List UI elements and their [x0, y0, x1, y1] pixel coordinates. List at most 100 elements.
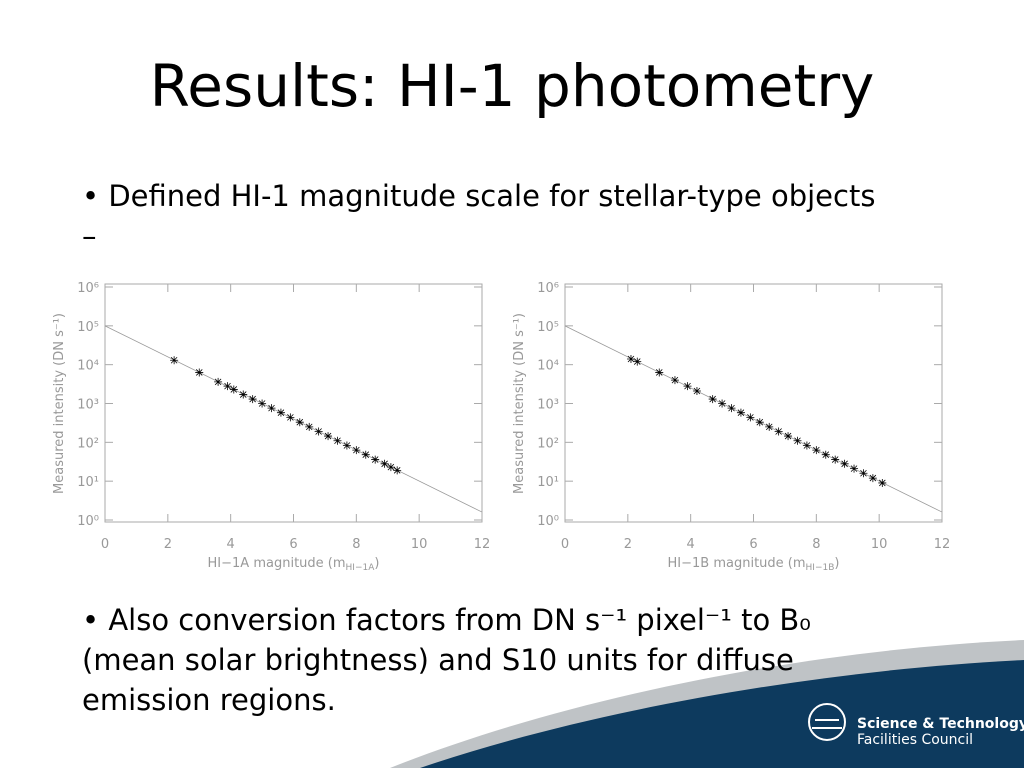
x-tick-label: 10	[871, 537, 888, 552]
plot-frame	[564, 283, 943, 523]
point	[314, 427, 323, 436]
x-tick-label: 6	[749, 537, 757, 552]
x-axis-label: HI−1B magnitude (mHI−1B)	[668, 556, 840, 573]
y-tick-label: 10⁰	[537, 514, 559, 529]
x-axis-label-sub: HI−1A	[346, 563, 376, 573]
point	[784, 432, 793, 441]
x-tick-label: 8	[352, 537, 360, 552]
x-tick-label: 6	[289, 537, 297, 552]
x-axis-label-sub: HI−1B	[806, 563, 835, 573]
point	[683, 382, 692, 391]
x-tick-label: 12	[934, 537, 951, 552]
point	[670, 376, 679, 385]
point	[692, 386, 701, 395]
x-tick-label: 2	[164, 537, 172, 552]
x-axis-label-text: HI−1A magnitude (m	[208, 556, 346, 571]
y-tick-label: 10⁰	[77, 514, 99, 529]
point	[276, 408, 285, 417]
point	[812, 446, 821, 455]
logo-text: Facilities Council	[857, 732, 973, 748]
y-axis-label: Measured intensity (DN s⁻¹)	[512, 313, 527, 494]
x-axis-label-end: )	[374, 556, 379, 571]
point	[850, 464, 859, 473]
y-tick-label: 10²	[77, 436, 99, 451]
point	[736, 408, 745, 417]
y-tick-label: 10⁴	[537, 359, 559, 374]
y-tick-label: 10⁵	[537, 320, 559, 335]
y-tick-label: 10³	[537, 398, 559, 413]
x-tick-label: 12	[474, 537, 491, 552]
point	[765, 422, 774, 431]
logo-text: Science & Technology	[857, 716, 1024, 732]
point	[229, 385, 238, 394]
point	[840, 459, 849, 468]
point	[380, 459, 389, 468]
point	[727, 404, 736, 413]
fit-line	[104, 325, 483, 513]
y-tick-label: 10¹	[77, 475, 99, 490]
point	[295, 418, 304, 427]
point	[755, 418, 764, 427]
x-tick-label: 0	[561, 537, 569, 552]
point	[286, 413, 295, 422]
point	[239, 390, 248, 399]
logo-icon	[808, 703, 846, 741]
point	[393, 466, 402, 475]
point	[802, 441, 811, 450]
x-tick-label: 10	[411, 537, 428, 552]
point	[859, 469, 868, 478]
bullet: • Defined HI-1 magnitude scale for stell…	[82, 179, 876, 253]
x-tick-label: 4	[687, 537, 695, 552]
x-axis-label-text: HI−1B magnitude (m	[668, 556, 806, 571]
bullet: • Also conversion factors from DN s⁻¹ pi…	[82, 603, 811, 717]
x-tick-label: 0	[101, 537, 109, 552]
charts: 0 2 4 6 8 10 12 10⁰ 10¹ 10² 10³ 10⁴ 10⁵ 10⁶ Measured i…	[52, 281, 951, 573]
point	[793, 436, 802, 445]
point	[746, 413, 755, 422]
y-tick-label: 10³	[77, 398, 99, 413]
point	[214, 377, 223, 386]
point	[342, 441, 351, 450]
point	[878, 478, 887, 487]
point	[258, 399, 267, 408]
y-axis-label: Measured intensity (DN s⁻¹)	[52, 313, 67, 494]
y-tick-label: 10¹	[537, 475, 559, 490]
point	[371, 455, 380, 464]
y-tick-label: 10⁶	[77, 281, 99, 296]
point	[352, 446, 361, 455]
y-tick-label: 10⁵	[77, 320, 99, 335]
point	[386, 463, 395, 472]
point	[324, 432, 333, 441]
y-tick-label: 10⁴	[77, 359, 99, 374]
point	[774, 427, 783, 436]
point	[170, 356, 179, 365]
point	[708, 395, 717, 404]
point	[626, 354, 635, 363]
y-tick-label: 10⁶	[537, 281, 559, 296]
point	[868, 474, 877, 483]
point	[267, 404, 276, 413]
logo-icon-lines	[812, 719, 842, 729]
x-axis-label-end: )	[834, 556, 839, 571]
point	[333, 436, 342, 445]
fit-line	[564, 325, 943, 513]
y-tick-label: 10²	[537, 436, 559, 451]
point	[718, 399, 727, 408]
point	[831, 455, 840, 464]
point	[361, 450, 370, 459]
slide-title: Results: HI-1 photometry	[149, 52, 875, 120]
point	[821, 450, 830, 459]
point	[633, 357, 642, 366]
x-tick-label: 8	[812, 537, 820, 552]
point	[248, 395, 257, 404]
swoosh-navy	[420, 660, 1024, 768]
x-axis-label: HI−1A magnitude (mHI−1A)	[208, 556, 380, 573]
point	[305, 422, 314, 431]
x-tick-label: 2	[624, 537, 632, 552]
plot-frame	[104, 283, 483, 523]
point	[195, 368, 204, 377]
point	[655, 368, 664, 377]
x-tick-label: 4	[227, 537, 235, 552]
